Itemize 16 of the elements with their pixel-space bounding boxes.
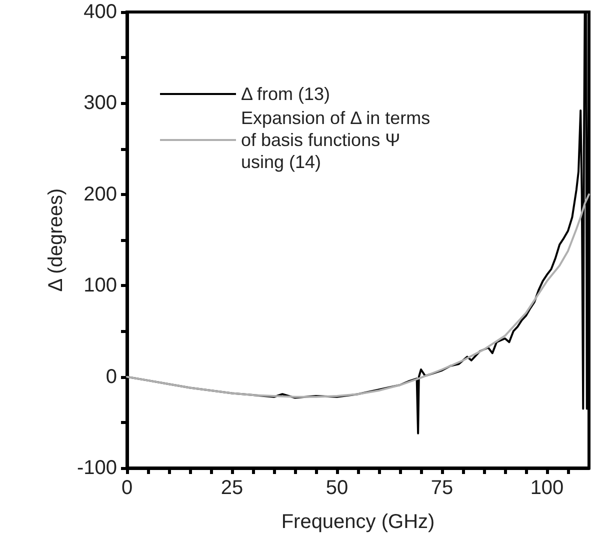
x-tick-label: 50 [326, 477, 348, 499]
y-tick-label: 300 [84, 92, 117, 114]
y-tick-label: -100 [76, 457, 117, 479]
x-tick-label: 100 [530, 477, 564, 499]
y-tick-label: 400 [84, 1, 117, 23]
x-tick-label: 25 [220, 477, 244, 499]
y-tick-label: 200 [84, 183, 117, 206]
x-axis-title: Frequency (GHz) [281, 511, 435, 533]
legend-label: Δ from (13) [241, 84, 330, 104]
x-tick-label: 75 [430, 477, 454, 499]
x-tick-label: 0 [121, 477, 133, 499]
y-tick-label: 0 [106, 366, 117, 388]
y-axis-title: Δ (degrees) [45, 188, 68, 292]
y-tick-label: 100 [84, 274, 117, 297]
legend-label: Expansion of Δ in terms of basis functions Ψ using (14) [241, 108, 430, 172]
line-series [126, 193, 590, 398]
